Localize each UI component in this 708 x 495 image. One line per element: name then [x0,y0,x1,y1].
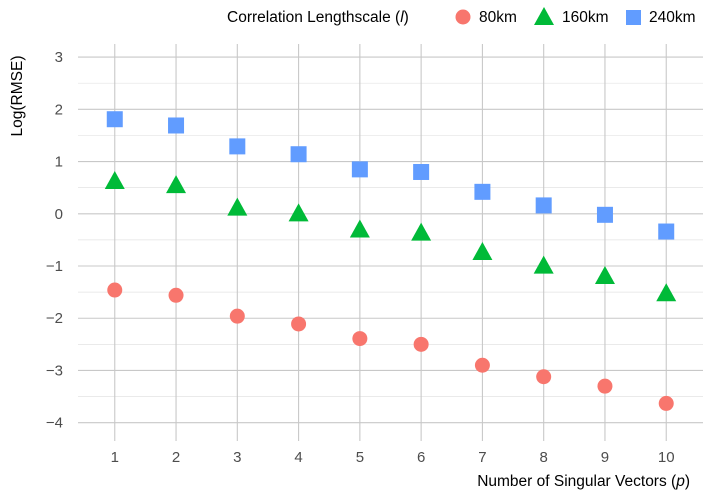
x-tick-label: 6 [417,449,425,466]
x-axis-title: Number of Singular Vectors (p) [477,473,690,490]
legend-marker-80km [455,9,471,25]
legend-title: Correlation Lengthscale (l) [227,9,409,26]
data-point-240km [168,117,185,134]
data-point-240km [351,161,368,178]
legend-label-240km: 240km [649,9,696,26]
data-point-160km [411,222,432,241]
data-point-80km [413,336,429,352]
y-tick-label: 2 [55,101,63,118]
data-point-240km [535,197,552,214]
data-points [104,111,677,411]
data-point-80km [474,357,490,373]
x-tick-label: 10 [658,449,675,466]
data-point-240km [474,183,491,200]
data-point-240km [106,111,123,128]
x-tick-labels: 1 2 3 4 5 6 7 8 9 10 [111,449,675,466]
data-point-80km [229,308,245,324]
data-point-80km [107,282,123,298]
legend-marker-160km [534,7,554,25]
legend-label-80km: 80km [479,9,517,26]
data-point-80km [536,369,552,385]
data-point-160km [594,266,615,285]
y-tick-label: −3 [46,362,63,379]
data-point-240km [596,206,613,223]
y-tick-label: 1 [55,154,63,171]
legend-label-160km: 160km [562,9,609,26]
data-point-160km [227,197,248,216]
data-point-80km [597,378,613,394]
data-point-160km [656,283,677,302]
data-point-160km [533,255,554,274]
x-tick-label: 5 [356,449,364,466]
legend: Correlation Lengthscale (l) 80km 160km 2… [227,7,696,26]
data-point-160km [166,175,187,194]
data-point-240km [413,163,430,180]
data-point-160km [349,219,370,238]
y-axis-title: Log(RMSE) [9,56,26,137]
legend-marker-240km [626,10,641,25]
x-tick-label: 8 [540,449,548,466]
y-tick-label: −1 [46,258,63,275]
data-point-240km [658,223,675,240]
x-tick-label: 3 [233,449,241,466]
data-point-240km [290,146,307,163]
data-point-80km [168,287,184,303]
y-tick-labels: 3 2 1 0 −1 −2 −3 −4 [46,49,63,432]
data-point-160km [104,170,125,189]
x-tick-label: 9 [601,449,609,466]
data-point-160km [288,203,309,222]
y-tick-label: −2 [46,310,63,327]
data-point-160km [472,241,493,260]
y-tick-label: 3 [55,49,63,66]
y-tick-label: −4 [46,415,63,432]
x-tick-label: 1 [111,449,119,466]
x-tick-label: 7 [478,449,486,466]
data-point-240km [229,138,246,155]
data-point-80km [352,331,368,347]
data-point-80km [291,316,307,332]
x-tick-label: 4 [294,449,302,466]
data-point-80km [658,395,674,411]
y-tick-label: 0 [55,206,63,223]
x-tick-label: 2 [172,449,180,466]
